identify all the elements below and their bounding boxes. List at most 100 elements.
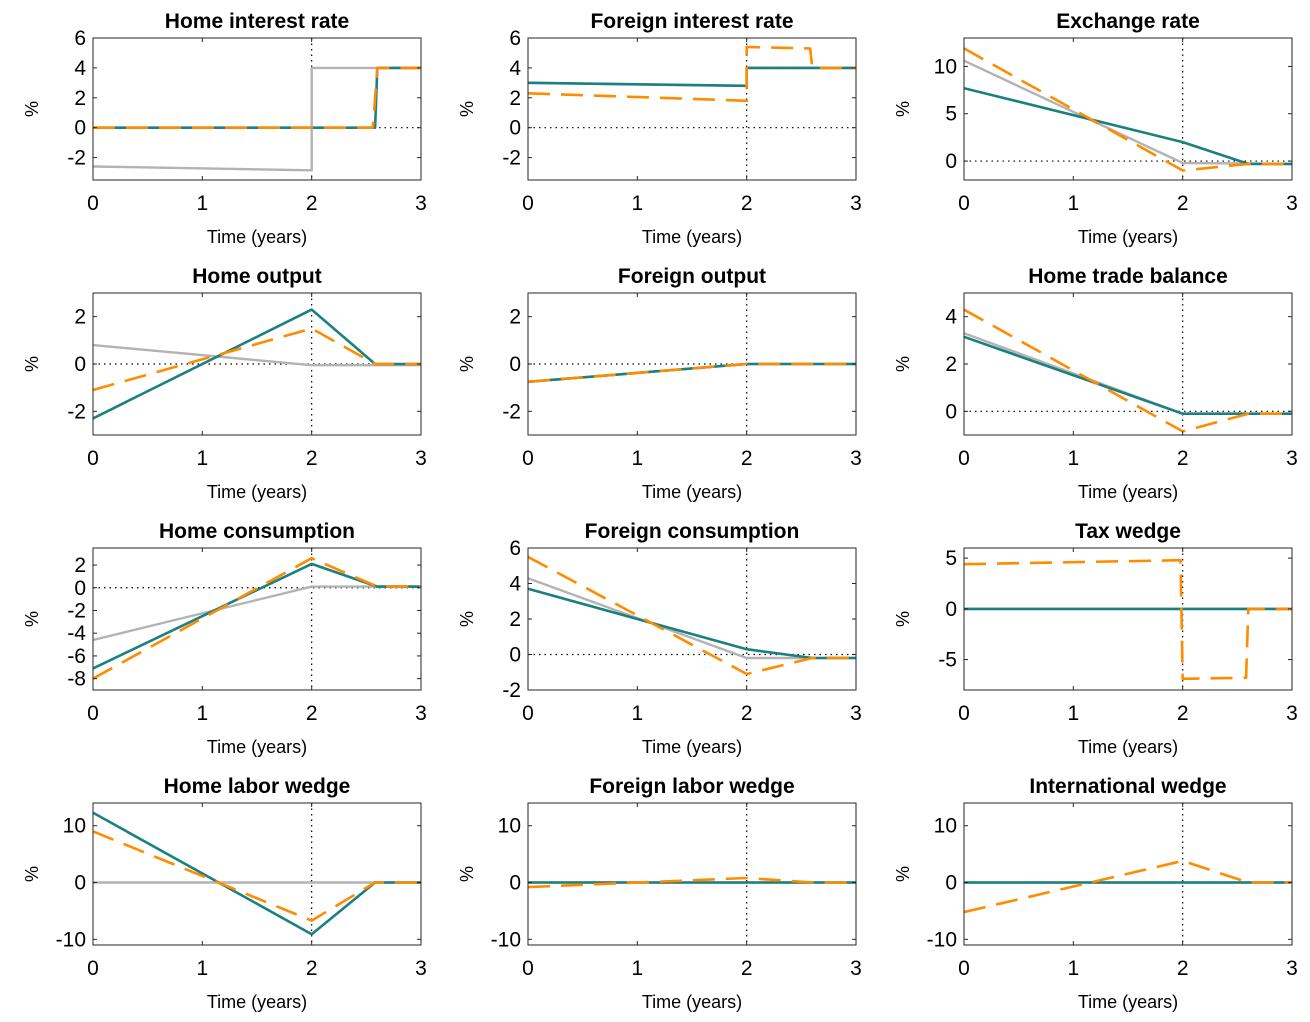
- x-axis-label: Time (years): [1078, 992, 1178, 1012]
- series-line-2: [93, 66, 421, 129]
- panel-title: Home trade balance: [1028, 265, 1228, 288]
- x-axis-label: Time (years): [1078, 737, 1178, 757]
- y-axis-label: %: [457, 356, 477, 372]
- y-tick-label: 5: [945, 547, 957, 570]
- series-line-2: [964, 86, 1292, 166]
- y-tick-label: 0: [509, 117, 521, 140]
- y-tick-label: 6: [74, 27, 86, 50]
- axes-box: [963, 37, 1293, 181]
- x-tick-label: 2: [1177, 957, 1189, 980]
- y-tick-label: -6: [67, 645, 86, 668]
- series-line-1: [964, 332, 1292, 415]
- y-tick-label: 4: [74, 57, 86, 80]
- panel-title: Foreign output: [618, 265, 766, 288]
- x-tick-label: 3: [850, 192, 862, 215]
- x-axis-label: Time (years): [207, 482, 307, 502]
- x-tick-label: 0: [87, 957, 99, 980]
- x-axis-label: Time (years): [642, 992, 742, 1012]
- y-tick-label: 10: [934, 55, 957, 78]
- series-line-2: [964, 335, 1292, 416]
- series-line-2: [93, 811, 421, 936]
- x-tick-label: 1: [1067, 702, 1079, 725]
- y-axis-label: %: [22, 356, 42, 372]
- panel-title: International wedge: [1029, 775, 1226, 798]
- x-tick-label: 3: [415, 192, 427, 215]
- series-line-2: [93, 562, 421, 670]
- y-tick-label: 4: [509, 57, 521, 80]
- x-axis-label: Time (years): [207, 227, 307, 247]
- x-tick-label: 0: [87, 192, 99, 215]
- y-tick-label: 2: [945, 353, 957, 376]
- x-axis-label: Time (years): [207, 737, 307, 757]
- x-tick-label: 2: [1177, 192, 1189, 215]
- axes-box: [92, 547, 422, 691]
- series-line-3: [528, 555, 856, 676]
- x-tick-label: 1: [1067, 192, 1079, 215]
- x-tick-label: 3: [415, 702, 427, 725]
- y-tick-label: 6: [509, 27, 521, 50]
- x-tick-label: 2: [306, 192, 318, 215]
- series-line-2: [93, 308, 421, 420]
- y-tick-label: 10: [63, 815, 86, 838]
- panel-4: 0 1 2 3 -2 0 2 Home output Time (years)%: [22, 265, 427, 502]
- x-tick-label: 3: [1286, 702, 1298, 725]
- x-tick-label: 2: [306, 957, 318, 980]
- axes-box: [527, 37, 857, 181]
- x-tick-label: 3: [1286, 957, 1298, 980]
- y-axis-label: %: [893, 356, 913, 372]
- series-line-1: [93, 585, 421, 642]
- y-tick-label: -2: [67, 599, 86, 622]
- x-tick-label: 0: [522, 447, 534, 470]
- panel-title: Home labor wedge: [164, 775, 351, 798]
- y-axis-label: %: [457, 866, 477, 882]
- x-tick-label: 1: [631, 447, 643, 470]
- y-tick-label: 0: [74, 353, 86, 376]
- panel-title: Home output: [192, 265, 321, 288]
- y-axis-label: %: [893, 866, 913, 882]
- x-tick-label: 3: [850, 957, 862, 980]
- x-tick-label: 3: [415, 447, 427, 470]
- x-tick-label: 2: [741, 192, 753, 215]
- series-line-3: [528, 45, 856, 103]
- y-axis-label: %: [22, 101, 42, 117]
- y-tick-label: 2: [74, 87, 86, 110]
- x-tick-label: 1: [631, 957, 643, 980]
- x-tick-label: 1: [196, 702, 208, 725]
- x-tick-label: 0: [958, 957, 970, 980]
- series-line-2: [528, 66, 856, 88]
- y-tick-label: 0: [509, 353, 521, 376]
- x-tick-label: 2: [741, 702, 753, 725]
- x-tick-label: 0: [87, 447, 99, 470]
- panel-title: Home consumption: [159, 520, 355, 543]
- series-line-3: [93, 327, 421, 392]
- panel-title: Foreign labor wedge: [589, 775, 794, 798]
- x-tick-label: 1: [1067, 447, 1079, 470]
- axes-box: [527, 547, 857, 691]
- y-axis-label: %: [22, 866, 42, 882]
- y-axis-label: %: [893, 101, 913, 117]
- y-axis-label: %: [457, 611, 477, 627]
- y-tick-label: 0: [509, 644, 521, 667]
- series-line-3: [93, 830, 421, 922]
- x-tick-label: 1: [196, 957, 208, 980]
- x-tick-label: 3: [850, 447, 862, 470]
- y-axis-label: %: [893, 611, 913, 627]
- series-line-3: [528, 362, 856, 384]
- x-tick-label: 0: [958, 447, 970, 470]
- panel-3: 0 1 2 3 0 5 10 Exchange rate Time (years)%: [893, 10, 1298, 247]
- axes-box: [963, 547, 1293, 691]
- y-tick-label: 0: [945, 598, 957, 621]
- x-tick-label: 2: [741, 957, 753, 980]
- x-tick-label: 0: [958, 702, 970, 725]
- x-tick-label: 0: [958, 192, 970, 215]
- y-tick-label: 0: [74, 117, 86, 140]
- y-tick-label: 10: [498, 815, 521, 838]
- x-axis-label: Time (years): [1078, 227, 1178, 247]
- y-axis-label: %: [457, 101, 477, 117]
- y-tick-label: 2: [509, 306, 521, 329]
- panel-title: Foreign consumption: [585, 520, 800, 543]
- x-tick-label: 3: [415, 957, 427, 980]
